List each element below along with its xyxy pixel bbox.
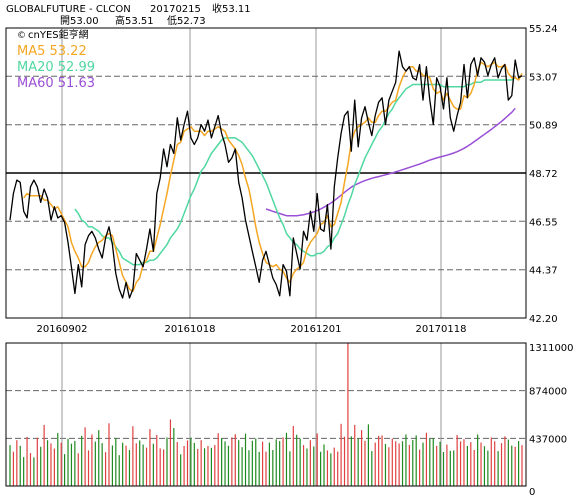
y-tick-label: 44.37 — [529, 266, 558, 277]
y-tick-label: 53.07 — [529, 72, 558, 83]
volume-tick-label: 437000 — [529, 434, 567, 445]
series-line-price — [9, 50, 523, 299]
volume-panel-frame — [5, 342, 527, 487]
y-tick-label: 46.55 — [529, 217, 558, 228]
instrument-label: GLOBALFUTURE - CLCON — [6, 4, 131, 15]
high-label: 高53.51 — [115, 14, 154, 27]
close-label: 收53.11 — [212, 2, 251, 15]
legend-ma60: MA60 51.63 — [17, 76, 95, 91]
low-label: 低52.73 — [167, 14, 206, 27]
price-panel-frame — [5, 27, 527, 319]
legend-ma20: MA20 52.99 — [17, 60, 95, 75]
x-tick-label: 20161201 — [291, 324, 342, 335]
volume-tick-label: 1311000 — [529, 343, 574, 354]
x-tick-label: 20170118 — [416, 324, 467, 335]
date-label: 20170215 — [150, 4, 201, 15]
open-label: 開53.00 — [60, 15, 99, 27]
x-tick-label: 20161018 — [165, 324, 216, 335]
volume-tick-label: 0 — [529, 487, 535, 498]
y-tick-label: 50.89 — [529, 121, 558, 132]
source-label: cnYES鉅亨網 — [28, 28, 89, 41]
series-line-ma5 — [23, 61, 523, 293]
y-tick-label: 42.20 — [529, 314, 558, 325]
copyright-icon: © — [17, 31, 26, 41]
y-tick-label: 48.72 — [529, 169, 558, 180]
volume-tick-label: 874000 — [529, 387, 567, 398]
legend-ma5: MA5 53.22 — [17, 44, 87, 59]
series-line-ma60 — [265, 107, 516, 217]
x-tick-label: 20160902 — [37, 324, 88, 335]
y-tick-label: 55.24 — [529, 24, 558, 35]
